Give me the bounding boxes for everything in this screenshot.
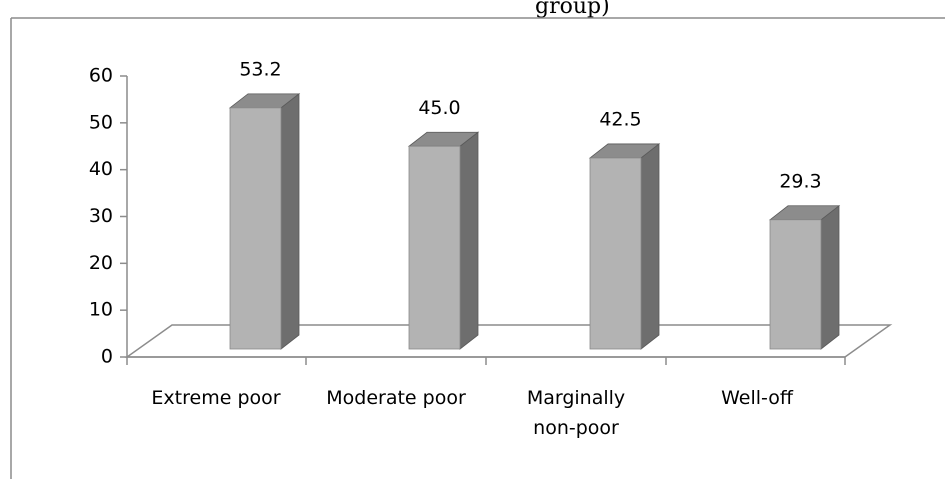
x-category-label: Moderate poor bbox=[326, 387, 466, 409]
data-label: 45.0 bbox=[418, 97, 460, 119]
bar bbox=[407, 131, 480, 350]
data-label: 53.2 bbox=[239, 58, 281, 80]
bar-front-face bbox=[229, 107, 282, 350]
data-label: 42.5 bbox=[599, 108, 641, 130]
y-tick-label: 10 bbox=[89, 299, 113, 321]
y-axis: 0 10 20 30 40 50 60 bbox=[89, 65, 128, 368]
bar-side-face bbox=[820, 204, 840, 350]
x-category-label: Marginally non-poor bbox=[527, 387, 625, 439]
x-category-label: Well-off bbox=[721, 387, 794, 409]
x-axis: Extreme poor Moderate poor Marginally non-p… bbox=[126, 356, 846, 439]
y-tick-label: 20 bbox=[89, 252, 113, 274]
x-category-label: Extreme poor bbox=[151, 387, 280, 409]
data-labels: 53.2 45.0 42.5 29.3 bbox=[239, 58, 821, 192]
y-tick-label: 40 bbox=[89, 158, 113, 180]
bar-side-face bbox=[459, 131, 479, 350]
y-tick-label: 60 bbox=[89, 65, 113, 87]
y-tick-label: 30 bbox=[89, 205, 113, 227]
bar-side-face bbox=[640, 143, 660, 350]
bar bbox=[588, 143, 661, 350]
y-tick-label: 50 bbox=[89, 111, 113, 133]
bar-front-face bbox=[589, 157, 642, 350]
chart-caption-fragment: group) bbox=[535, 0, 610, 19]
bar-front-face bbox=[769, 219, 822, 350]
bar-side-face bbox=[280, 93, 300, 350]
bar bbox=[228, 93, 301, 350]
bar-series bbox=[228, 93, 841, 350]
data-label: 29.3 bbox=[779, 170, 821, 192]
bar-front-face bbox=[408, 145, 461, 350]
bar bbox=[768, 204, 841, 350]
y-tick-label: 0 bbox=[101, 346, 113, 368]
